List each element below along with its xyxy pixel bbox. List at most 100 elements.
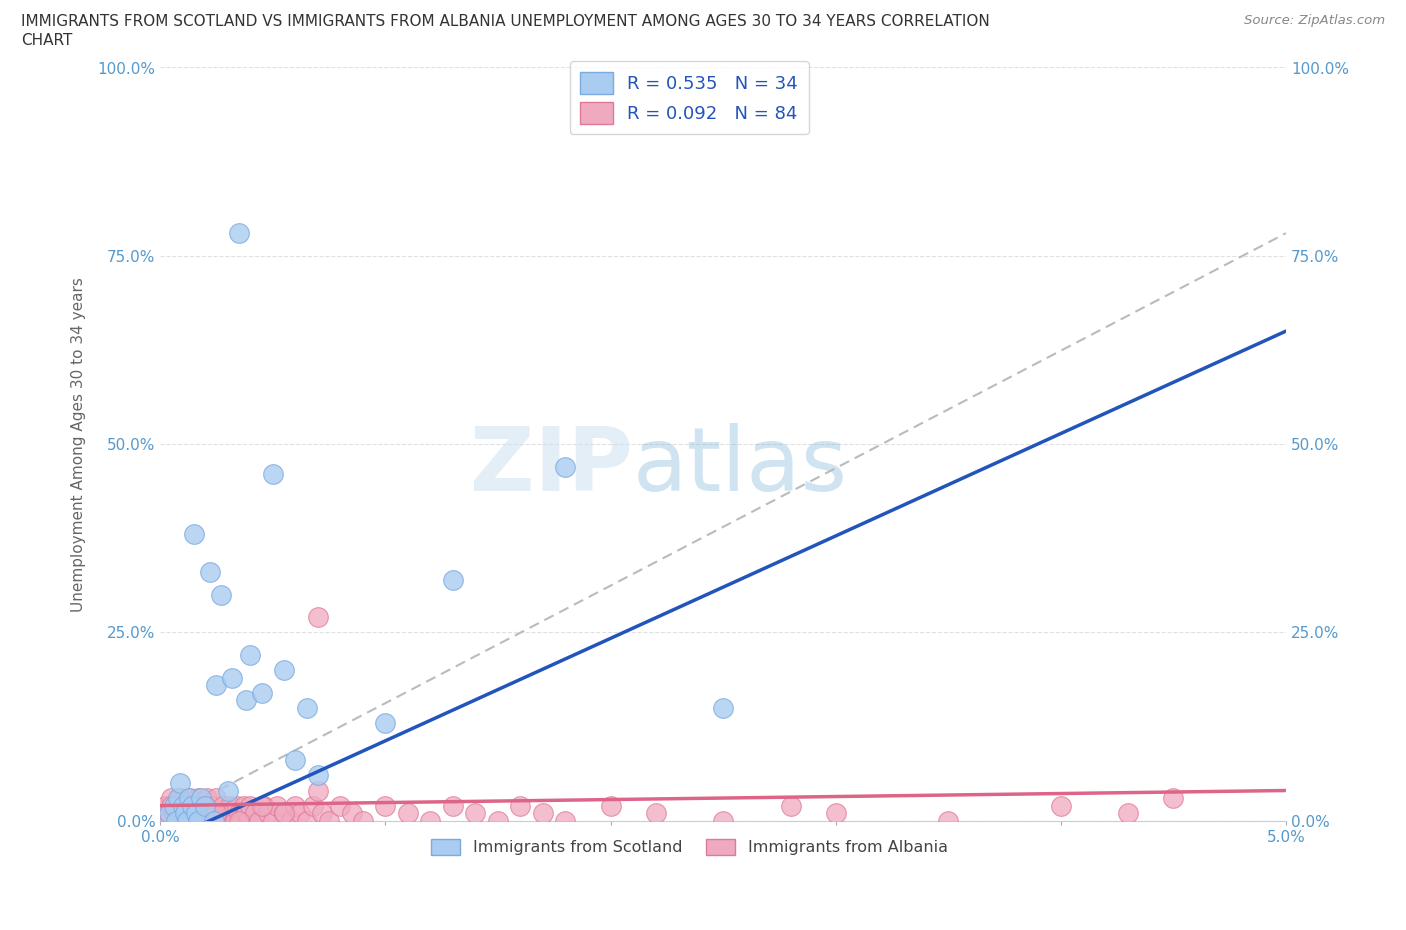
Point [205, 678, 228, 693]
Point [329, 798, 352, 813]
Point [214, 805, 236, 820]
Point [441, 798, 464, 813]
Point [165, 798, 187, 813]
Point [236, 813, 259, 828]
Point [239, 647, 262, 662]
Point [284, 798, 307, 813]
Point [554, 813, 576, 828]
Point [284, 753, 307, 768]
Point [235, 693, 257, 708]
Point [235, 805, 257, 820]
Point [190, 805, 212, 820]
Point [599, 798, 621, 813]
Point [318, 813, 340, 828]
Point [340, 805, 363, 820]
Point [174, 798, 197, 813]
Point [824, 805, 846, 820]
Point [156, 805, 179, 820]
Point [228, 226, 250, 241]
Y-axis label: Unemployment Among Ages 30 to 34 years: Unemployment Among Ages 30 to 34 years [72, 276, 86, 612]
Point [311, 805, 333, 820]
Point [202, 813, 225, 828]
Point [441, 572, 464, 587]
Point [531, 805, 554, 820]
Point [160, 798, 183, 813]
Point [180, 805, 202, 820]
Point [243, 805, 266, 820]
Point [1049, 798, 1071, 813]
Point [183, 813, 205, 828]
Point [172, 805, 194, 820]
Point [174, 805, 197, 820]
Point [176, 813, 198, 828]
Point [225, 798, 247, 813]
Point [172, 805, 194, 820]
Point [221, 805, 243, 820]
Point [779, 798, 801, 813]
Point [153, 798, 176, 813]
Point [307, 783, 329, 798]
Point [194, 798, 217, 813]
Point [167, 813, 190, 828]
Text: atlas: atlas [633, 423, 848, 511]
Point [186, 805, 208, 820]
Point [194, 798, 217, 813]
Point [554, 459, 576, 474]
Point [201, 798, 224, 813]
Text: CHART: CHART [21, 33, 73, 47]
Point [209, 813, 232, 828]
Point [224, 813, 246, 828]
Point [163, 798, 186, 813]
Point [307, 610, 329, 625]
Point [197, 790, 219, 805]
Point [419, 813, 441, 828]
Point [250, 685, 273, 700]
Point [167, 790, 190, 805]
Point [163, 805, 186, 820]
Point [160, 790, 183, 805]
Point [202, 813, 225, 828]
Point [239, 798, 262, 813]
Point [262, 467, 284, 482]
Point [209, 587, 232, 602]
Text: IMMIGRANTS FROM SCOTLAND VS IMMIGRANTS FROM ALBANIA UNEMPLOYMENT AMONG AGES 30 T: IMMIGRANTS FROM SCOTLAND VS IMMIGRANTS F… [21, 14, 990, 29]
Point [157, 805, 180, 820]
Point [302, 798, 325, 813]
Point [231, 813, 253, 828]
Point [307, 768, 329, 783]
Point [250, 798, 273, 813]
Point [205, 805, 228, 820]
Point [172, 798, 194, 813]
Point [205, 790, 228, 805]
Point [186, 813, 208, 828]
Point [157, 813, 180, 828]
Point [1163, 790, 1185, 805]
Point [273, 805, 295, 820]
Point [228, 805, 250, 820]
Point [257, 805, 280, 820]
Point [180, 798, 202, 813]
Point [187, 813, 209, 828]
Point [374, 798, 396, 813]
Point [232, 798, 254, 813]
Point [280, 813, 302, 828]
Point [190, 790, 212, 805]
Point [936, 813, 959, 828]
Point [247, 813, 270, 828]
Point [352, 813, 374, 828]
Point [179, 790, 201, 805]
Point [273, 662, 295, 677]
Point [288, 805, 311, 820]
Point [711, 700, 734, 715]
Point [183, 798, 205, 813]
Point [183, 527, 205, 542]
Point [212, 798, 235, 813]
Text: Source: ZipAtlas.com: Source: ZipAtlas.com [1244, 14, 1385, 27]
Point [486, 813, 509, 828]
Point [1118, 805, 1140, 820]
Point [165, 813, 187, 828]
Point [208, 805, 231, 820]
Text: ZIP: ZIP [470, 423, 633, 511]
Point [253, 798, 276, 813]
Point [295, 813, 318, 828]
